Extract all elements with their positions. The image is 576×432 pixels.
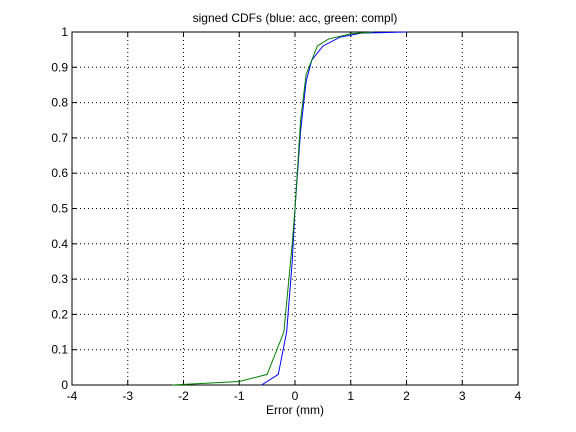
x-tick-label: -3 [122, 389, 133, 403]
cdf-line [172, 31, 374, 386]
x-axis-label: Error (mm) [266, 403, 324, 417]
chart-title: signed CDFs (blue: acc, green: compl) [193, 11, 398, 25]
y-tick-label: 0.9 [51, 60, 68, 74]
y-tick-label: 0.7 [51, 131, 68, 145]
x-tick-label: -2 [178, 389, 189, 403]
y-tick-label: 0.2 [51, 307, 68, 321]
y-tick-label: 0 [61, 378, 68, 392]
y-tick-label: 0.8 [51, 96, 68, 110]
x-tick-label: -1 [234, 389, 245, 403]
cdf-line [261, 31, 407, 386]
x-tick-label: -4 [67, 389, 78, 403]
x-tick-label: 1 [347, 389, 354, 403]
x-tick-label: 0 [292, 389, 299, 403]
y-tick-label: 1 [61, 25, 68, 39]
y-tick-label: 0.3 [51, 272, 68, 286]
y-tick-label: 0.1 [51, 343, 68, 357]
y-tick-label: 0.6 [51, 166, 68, 180]
x-tick-label: 2 [403, 389, 410, 403]
x-tick-label: 3 [459, 389, 466, 403]
x-tick-label: 4 [515, 389, 522, 403]
y-tick-label: 0.5 [51, 202, 68, 216]
y-tick-label: 0.4 [51, 237, 68, 251]
